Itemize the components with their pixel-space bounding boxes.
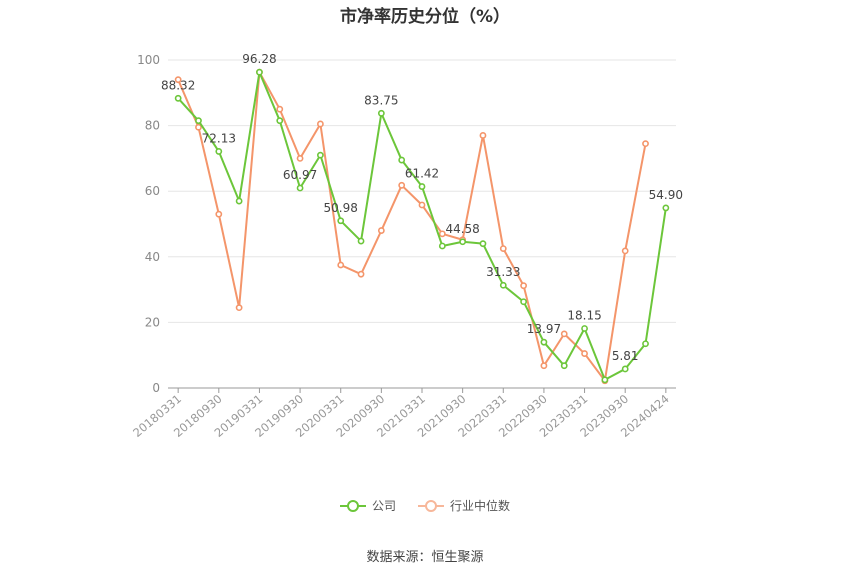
data-point xyxy=(337,217,345,225)
data-point xyxy=(235,304,243,312)
data-point xyxy=(215,210,223,218)
data-label: 83.75 xyxy=(364,93,398,107)
series-line-1 xyxy=(177,71,647,382)
data-point xyxy=(418,183,426,190)
data-point xyxy=(276,105,284,113)
data-point xyxy=(316,120,324,128)
data-point xyxy=(642,340,649,348)
data-point xyxy=(296,184,304,192)
legend-item-company[interactable]: 公司 xyxy=(339,497,396,514)
series-line-0 xyxy=(177,71,667,381)
data-point xyxy=(479,240,487,248)
data-point xyxy=(398,156,406,164)
data-label: 44.58 xyxy=(445,222,479,236)
y-tick-label: 100 xyxy=(137,53,160,67)
data-point xyxy=(174,94,182,102)
data-point xyxy=(621,247,629,255)
data-label: 54.90 xyxy=(649,188,683,202)
data-point xyxy=(296,154,304,162)
data-point xyxy=(215,148,223,155)
data-point xyxy=(540,338,548,346)
data-point xyxy=(520,282,527,290)
y-tick-label: 20 xyxy=(145,315,160,329)
legend-label-industry-median: 行业中位数 xyxy=(450,499,511,513)
data-label: 72.13 xyxy=(202,131,236,145)
data-label: 60.97 xyxy=(283,168,317,182)
data-point xyxy=(357,270,365,278)
legend-swatch-company-icon xyxy=(339,499,366,513)
data-point xyxy=(479,132,487,139)
y-tick-label: 80 xyxy=(145,119,160,133)
y-tick-label: 40 xyxy=(145,250,160,264)
data-point xyxy=(174,76,182,84)
y-tick-label: 0 xyxy=(152,381,160,395)
chart-title: 市净率历史分位（%） xyxy=(339,7,511,27)
legend-swatch-industry-icon xyxy=(418,499,444,513)
data-point xyxy=(195,117,202,125)
legend-label-company: 公司 xyxy=(371,499,396,513)
data-point xyxy=(581,350,588,357)
data-point xyxy=(377,227,385,234)
data-point xyxy=(398,181,406,189)
data-point xyxy=(316,151,324,159)
data-point xyxy=(662,204,670,212)
data-point xyxy=(642,140,649,148)
data-label: 18.15 xyxy=(567,308,601,322)
data-point xyxy=(235,197,243,205)
data-point xyxy=(357,237,365,245)
data-label: 96.28 xyxy=(242,52,276,66)
data-point xyxy=(438,230,446,238)
data-point xyxy=(276,117,284,125)
data-point xyxy=(438,242,446,250)
y-tick-label: 60 xyxy=(145,184,160,198)
data-label: 13.97 xyxy=(527,322,561,336)
data-point xyxy=(560,362,568,370)
data-point xyxy=(520,298,527,306)
data-point xyxy=(499,281,507,289)
data-source-note: 数据来源：恒生聚源 xyxy=(366,550,484,565)
data-point xyxy=(499,245,507,252)
data-point xyxy=(601,376,609,384)
data-point xyxy=(621,365,629,373)
legend: 公司 行业中位数 xyxy=(0,497,850,514)
data-point xyxy=(581,325,588,332)
data-label: 50.98 xyxy=(324,201,358,215)
data-point xyxy=(459,238,467,246)
data-label: 5.81 xyxy=(612,349,639,363)
data-point xyxy=(337,261,345,269)
data-point xyxy=(560,330,568,338)
data-point xyxy=(377,109,385,117)
data-point xyxy=(540,362,548,370)
data-point xyxy=(418,201,426,209)
data-label: 31.33 xyxy=(486,265,520,279)
data-point xyxy=(256,68,263,76)
data-label: 88.32 xyxy=(161,78,195,92)
data-label: 61.42 xyxy=(405,167,439,181)
data-point xyxy=(195,123,202,131)
legend-item-industry-median[interactable]: 行业中位数 xyxy=(418,497,510,514)
